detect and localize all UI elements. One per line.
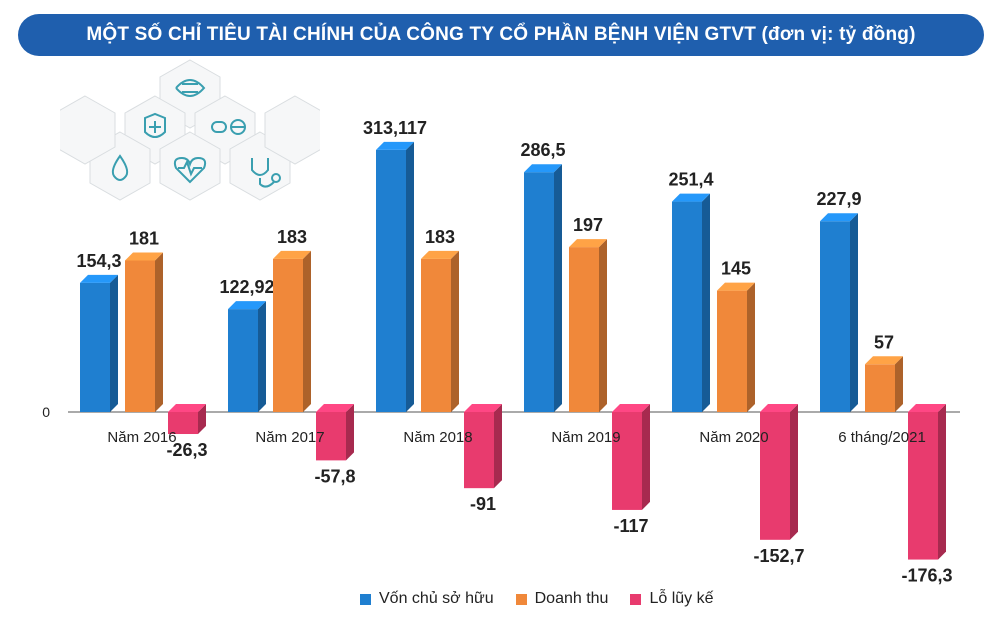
chart-title: MỘT SỐ CHỈ TIÊU TÀI CHÍNH CỦA CÔNG TY CỔ… — [86, 24, 916, 45]
legend: Vốn chủ sở hữu Doanh thu Lỗ lũy kế — [360, 590, 714, 608]
bar-2-3 — [612, 404, 650, 510]
title-banner: MỘT SỐ CHỈ TIÊU TÀI CHÍNH CỦA CÔNG TY CỔ… — [18, 14, 984, 56]
medical-hexagon-decoration — [60, 59, 320, 201]
data-label: 227,9 — [816, 189, 861, 209]
bar-1-3 — [569, 239, 607, 412]
data-label: 122,92 — [219, 277, 274, 297]
bar-0-4 — [672, 193, 710, 412]
category-label: Năm 2016 — [107, 429, 176, 446]
category-label: Năm 2019 — [551, 429, 620, 446]
data-label: 286,5 — [520, 140, 565, 160]
data-label: 154,3 — [76, 251, 121, 271]
category-label: Năm 2018 — [403, 429, 472, 446]
bar-0-2 — [376, 141, 414, 412]
data-label: 197 — [573, 215, 603, 235]
dna-icon — [175, 79, 206, 97]
category-label: Năm 2020 — [699, 429, 768, 446]
bar-2-5 — [908, 404, 946, 560]
bar-0-0 — [80, 274, 118, 412]
data-label: -117 — [613, 516, 648, 536]
data-label: 181 — [129, 229, 159, 249]
stethoscope-icon — [251, 158, 281, 188]
bar-1-0 — [125, 252, 163, 412]
bar-1-1 — [273, 250, 311, 412]
bar-1-4 — [717, 282, 755, 412]
data-label: 313,117 — [363, 118, 427, 138]
data-label: -176,3 — [901, 566, 952, 586]
legend-item-von: Vốn chủ sở hữu — [360, 590, 494, 608]
heartbeat-icon — [173, 156, 207, 184]
legend-swatch — [515, 593, 527, 605]
legend-label: Doanh thu — [534, 590, 609, 607]
pill-icon — [211, 119, 246, 135]
data-label: -152,7 — [753, 546, 804, 566]
data-label: -26,3 — [166, 440, 207, 460]
bar-0-3 — [524, 164, 562, 412]
data-label: 145 — [721, 259, 751, 279]
data-label: -91 — [470, 494, 496, 514]
shield-cross-icon — [144, 112, 166, 138]
legend-label: Lỗ lũy kế — [649, 590, 714, 607]
category-label: Năm 2017 — [255, 429, 324, 446]
legend-swatch — [360, 593, 371, 605]
bar-1-5 — [865, 356, 903, 412]
bar-2-2 — [464, 404, 502, 489]
drop-icon — [111, 154, 129, 181]
data-label: 251,4 — [668, 170, 713, 190]
legend-item-lo: Lỗ lũy kế — [630, 590, 714, 608]
category-label: 6 tháng/2021 — [838, 429, 926, 446]
legend-label: Vốn chủ sở hữu — [379, 590, 494, 607]
bar-0-1 — [228, 301, 266, 412]
bar-2-1 — [316, 404, 354, 461]
bar-1-2 — [421, 250, 459, 412]
data-label: 183 — [425, 227, 455, 247]
bar-2-4 — [760, 404, 798, 540]
data-label: 183 — [277, 227, 307, 247]
bar-0-5 — [820, 213, 858, 412]
data-label: -57,8 — [314, 466, 355, 486]
legend-swatch — [630, 593, 642, 605]
data-label: 57 — [874, 332, 894, 352]
bar-2-0 — [168, 404, 206, 435]
legend-item-doanhthu: Doanh thu — [515, 590, 609, 608]
y-zero-label: 0 — [42, 404, 50, 420]
